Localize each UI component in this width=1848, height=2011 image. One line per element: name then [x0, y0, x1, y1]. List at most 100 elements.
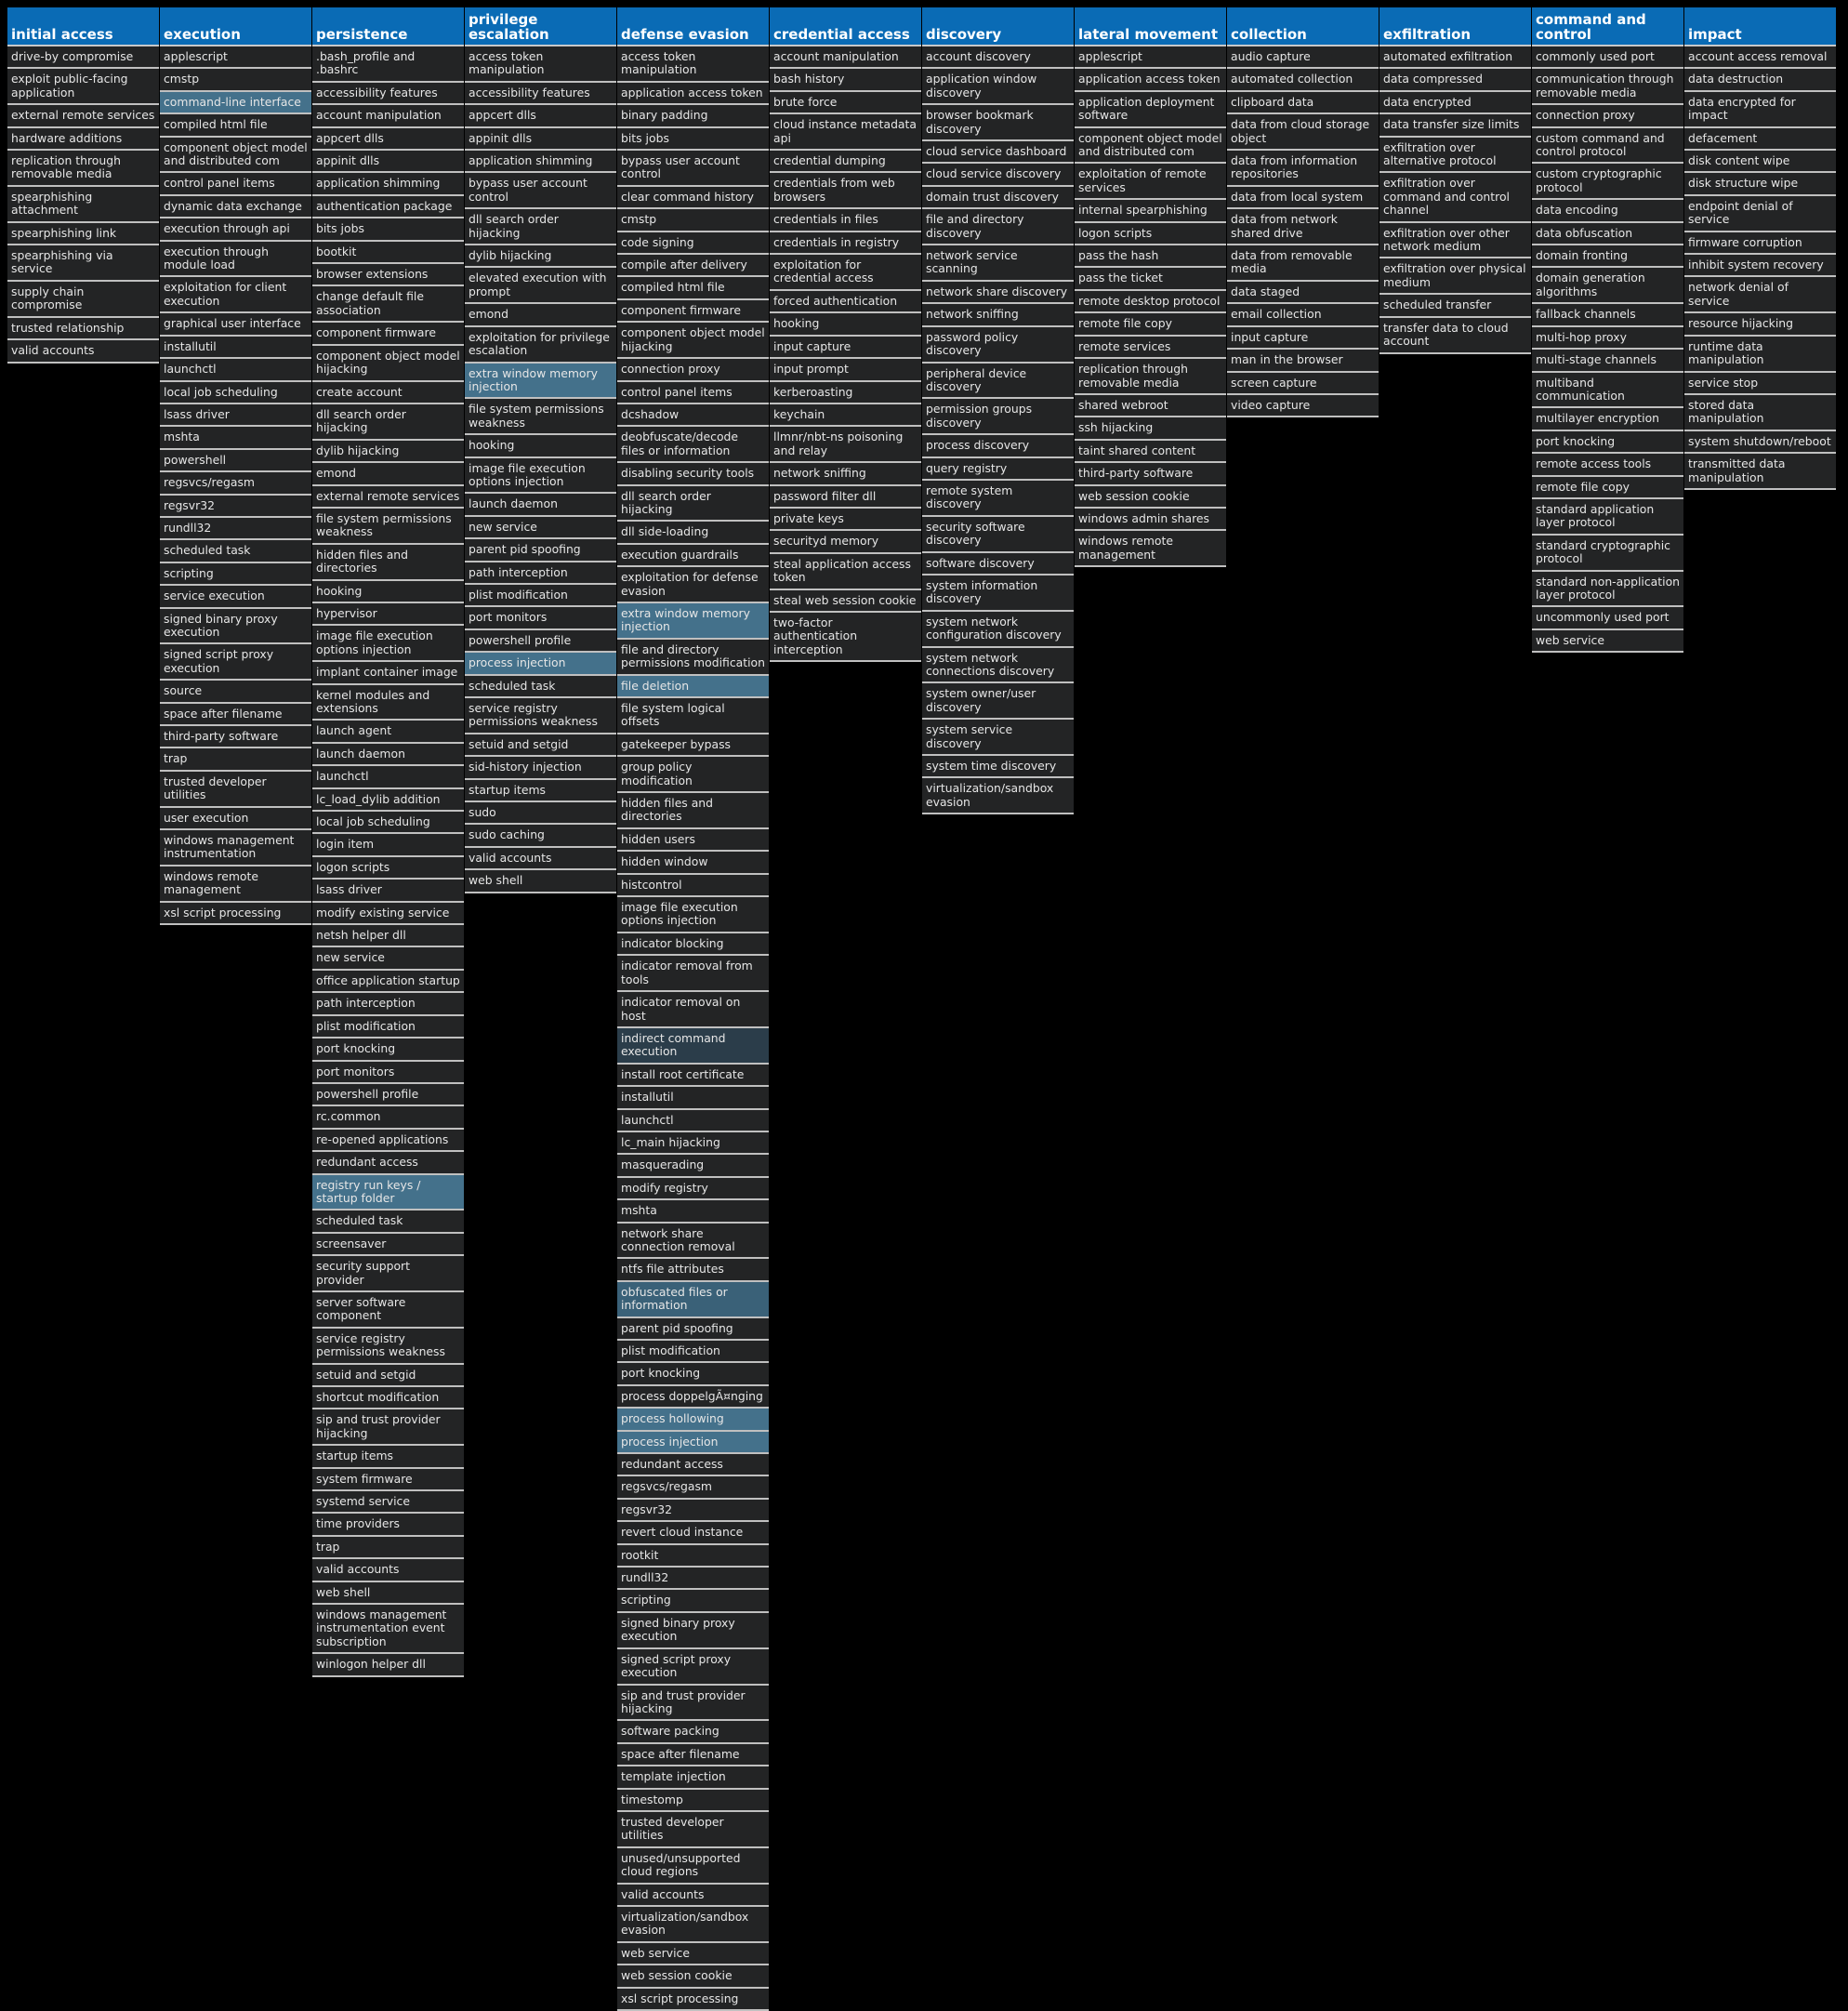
technique-cell[interactable]: appcert dlls	[465, 105, 616, 128]
technique-cell[interactable]: scheduled task	[312, 1211, 464, 1234]
technique-cell[interactable]: applescript	[160, 46, 311, 70]
technique-cell[interactable]: bypass user account control	[465, 173, 616, 210]
technique-cell[interactable]: cloud instance metadata api	[770, 114, 921, 152]
technique-cell[interactable]: endpoint denial of service	[1684, 195, 1836, 232]
technique-cell[interactable]: system network configuration discovery	[922, 611, 1074, 648]
technique-cell[interactable]: spearphishing via service	[7, 245, 159, 282]
technique-cell[interactable]: application shimming	[312, 173, 464, 196]
technique-cell[interactable]: plist modification	[465, 584, 616, 608]
technique-cell[interactable]: hardware additions	[7, 127, 159, 152]
technique-cell[interactable]: exploitation for defense evasion	[617, 567, 769, 603]
technique-cell[interactable]: process doppelgÃ¤nging	[617, 1385, 769, 1409]
technique-cell[interactable]: commonly used port	[1532, 46, 1683, 70]
technique-cell[interactable]: netsh helper dll	[312, 925, 464, 948]
technique-cell[interactable]: parent pid spoofing	[465, 539, 616, 562]
technique-cell-highlighted[interactable]: extra window memory injection	[617, 602, 769, 640]
technique-cell[interactable]: xsl script processing	[160, 902, 311, 926]
technique-cell[interactable]: data from local system	[1227, 186, 1379, 210]
technique-cell[interactable]: path interception	[312, 993, 464, 1016]
technique-cell[interactable]: audio capture	[1227, 46, 1379, 70]
technique-cell[interactable]: data from network shared drive	[1227, 209, 1379, 246]
technique-cell[interactable]: signed binary proxy execution	[617, 1612, 769, 1649]
technique-cell[interactable]: standard cryptographic protocol	[1532, 535, 1683, 572]
technique-cell[interactable]: dylib hijacking	[312, 440, 464, 464]
technique-cell[interactable]: file system permissions weakness	[465, 399, 616, 436]
technique-cell[interactable]: control panel items	[617, 381, 769, 404]
technique-cell[interactable]: data compressed	[1379, 69, 1531, 92]
technique-cell[interactable]: external remote services	[7, 105, 159, 128]
technique-cell[interactable]: trap	[312, 1536, 464, 1560]
technique-cell[interactable]: masquerading	[617, 1155, 769, 1178]
technique-cell[interactable]: hidden users	[617, 828, 769, 853]
tactic-header[interactable]: impact	[1684, 7, 1836, 46]
technique-cell[interactable]: scripting	[617, 1590, 769, 1613]
technique-cell[interactable]: query registry	[922, 457, 1074, 481]
technique-cell[interactable]: access token manipulation	[465, 46, 616, 83]
technique-cell[interactable]: steal web session cookie	[770, 589, 921, 613]
technique-cell[interactable]: remote access tools	[1532, 454, 1683, 477]
technique-cell[interactable]: custom command and control protocol	[1532, 127, 1683, 165]
technique-cell[interactable]: virtualization/sandbox evasion	[922, 778, 1074, 815]
technique-cell[interactable]: compiled html file	[617, 277, 769, 300]
technique-cell[interactable]: browser bookmark discovery	[922, 105, 1074, 142]
technique-cell[interactable]: taint shared content	[1075, 440, 1226, 464]
technique-cell[interactable]: email collection	[1227, 304, 1379, 327]
technique-cell[interactable]: compiled html file	[160, 114, 311, 138]
technique-cell[interactable]: elevated execution with prompt	[465, 268, 616, 305]
technique-cell[interactable]: permission groups discovery	[922, 399, 1074, 436]
technique-cell[interactable]: control panel items	[160, 173, 311, 196]
technique-cell[interactable]: exploitation for client execution	[160, 277, 311, 314]
technique-cell[interactable]: scheduled task	[160, 540, 311, 563]
technique-cell[interactable]: file and directory discovery	[922, 209, 1074, 246]
technique-cell[interactable]: appinit dlls	[312, 151, 464, 174]
technique-cell[interactable]: component object model hijacking	[312, 345, 464, 382]
technique-cell[interactable]: setuid and setgid	[465, 734, 616, 758]
technique-cell[interactable]: network share connection removal	[617, 1223, 769, 1260]
technique-cell[interactable]: valid accounts	[617, 1884, 769, 1907]
technique-cell[interactable]: scheduled transfer	[1379, 295, 1531, 318]
technique-cell[interactable]: windows management instrumentation	[160, 830, 311, 867]
technique-cell[interactable]: port knocking	[617, 1363, 769, 1386]
technique-cell[interactable]: modify existing service	[312, 902, 464, 926]
technique-cell[interactable]: local job scheduling	[312, 812, 464, 835]
technique-cell[interactable]: lc_load_dylib addition	[312, 788, 464, 813]
technique-cell[interactable]: automated collection	[1227, 69, 1379, 92]
technique-cell[interactable]: remote system discovery	[922, 480, 1074, 517]
technique-cell[interactable]: emond	[312, 463, 464, 486]
technique-cell[interactable]: valid accounts	[7, 340, 159, 364]
technique-cell[interactable]: data encoding	[1532, 200, 1683, 223]
technique-cell[interactable]: video capture	[1227, 394, 1379, 418]
technique-cell[interactable]: new service	[312, 947, 464, 971]
technique-cell[interactable]: multiband communication	[1532, 372, 1683, 409]
technique-cell[interactable]: timestomp	[617, 1789, 769, 1812]
technique-cell[interactable]: space after filename	[617, 1743, 769, 1767]
technique-cell[interactable]: web shell	[312, 1581, 464, 1606]
technique-cell[interactable]: inhibit system recovery	[1684, 255, 1836, 278]
technique-cell[interactable]: component firmware	[617, 299, 769, 324]
technique-cell[interactable]: supply chain compromise	[7, 281, 159, 318]
technique-cell[interactable]: hidden files and directories	[312, 544, 464, 581]
technique-cell[interactable]: create account	[312, 381, 464, 404]
technique-cell[interactable]: unused/unsupported cloud regions	[617, 1847, 769, 1885]
technique-cell[interactable]: disk content wipe	[1684, 151, 1836, 174]
technique-cell[interactable]: dll search order hijacking	[617, 485, 769, 523]
technique-cell[interactable]: sid-history injection	[465, 757, 616, 780]
technique-cell[interactable]: cloud service dashboard	[922, 141, 1074, 165]
technique-cell[interactable]: account discovery	[922, 46, 1074, 70]
technique-cell[interactable]: scheduled task	[465, 675, 616, 698]
technique-cell[interactable]: powershell	[160, 449, 311, 473]
technique-cell[interactable]: kernel modules and extensions	[312, 684, 464, 721]
technique-cell[interactable]: data encrypted	[1379, 91, 1531, 115]
technique-cell[interactable]: llmnr/nbt-ns poisoning and relay	[770, 427, 921, 464]
technique-cell[interactable]: startup items	[312, 1446, 464, 1469]
technique-cell[interactable]: execution guardrails	[617, 544, 769, 568]
technique-cell[interactable]: mshta	[160, 427, 311, 450]
technique-cell[interactable]: regsvcs/regasm	[617, 1476, 769, 1500]
technique-cell[interactable]: standard application layer protocol	[1532, 498, 1683, 536]
technique-cell[interactable]: signed binary proxy execution	[160, 608, 311, 645]
tactic-header[interactable]: defense evasion	[617, 7, 769, 46]
technique-cell[interactable]: domain generation algorithms	[1532, 268, 1683, 305]
technique-cell[interactable]: setuid and setgid	[312, 1364, 464, 1387]
tactic-header[interactable]: lateral movement	[1075, 7, 1226, 46]
technique-cell[interactable]: data obfuscation	[1532, 222, 1683, 246]
